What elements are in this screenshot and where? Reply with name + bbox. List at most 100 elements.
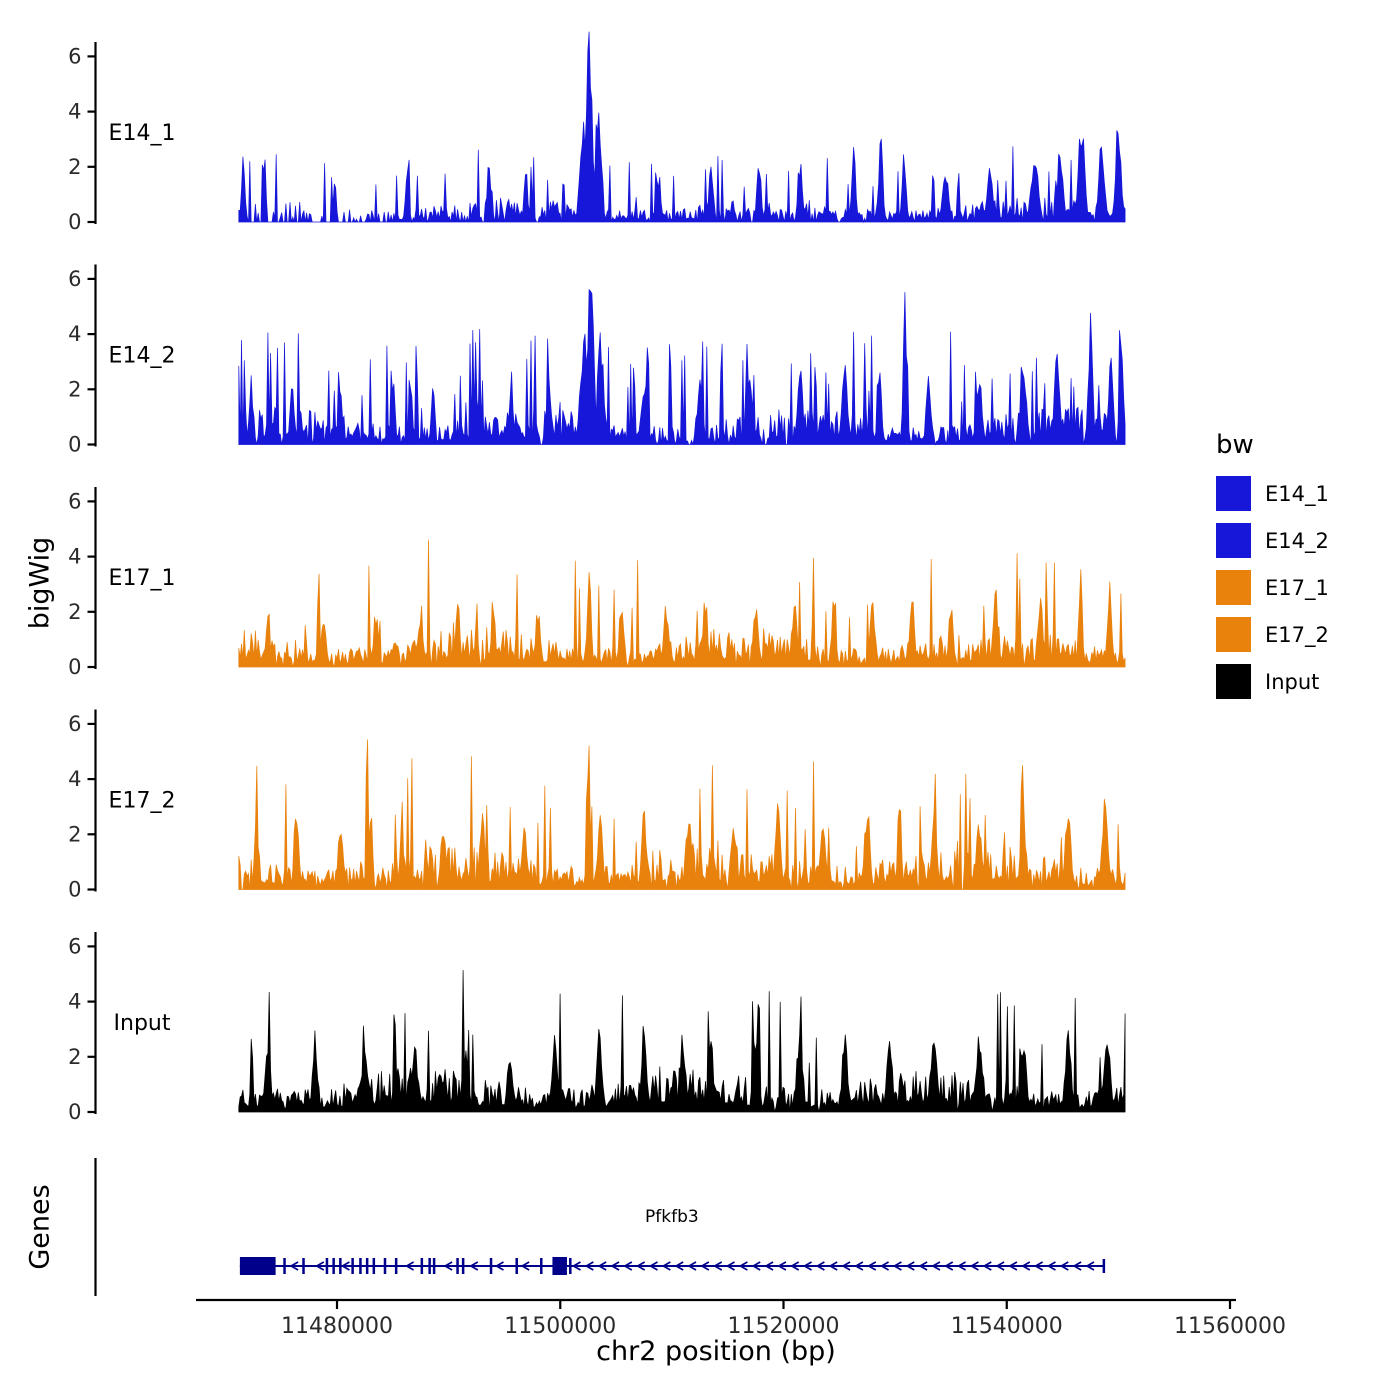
strand-arrow	[956, 1261, 967, 1271]
strand-arrow	[289, 1261, 299, 1271]
strand-arrow	[674, 1261, 684, 1271]
strand-arrow	[777, 1261, 787, 1271]
y-tick-label: 2	[68, 822, 81, 846]
coverage-area-Input	[238, 970, 1126, 1113]
strand-arrow	[944, 1261, 954, 1271]
strand-arrow	[995, 1261, 1005, 1271]
strand-arrow	[828, 1261, 838, 1271]
y-tick-label: 6	[68, 934, 81, 958]
strand-arrow	[841, 1261, 851, 1271]
y-tick-label: 2	[68, 600, 81, 624]
strand-arrow	[597, 1261, 607, 1271]
y-tick-label: 4	[68, 990, 81, 1014]
gene-exon-tick	[394, 1258, 398, 1274]
strand-arrow	[815, 1261, 825, 1271]
strand-arrow	[892, 1261, 902, 1271]
strand-arrow	[1008, 1261, 1018, 1271]
gene-exon-block	[239, 1257, 276, 1275]
y-tick-label: 6	[68, 44, 81, 68]
legend-key-E17_2	[1216, 617, 1251, 652]
legend-item-E17_2: E17_2	[1216, 617, 1329, 652]
strand-arrow	[648, 1261, 658, 1271]
legend-item-Input: Input	[1216, 664, 1329, 699]
legend-entry-label: Input	[1265, 669, 1320, 694]
strand-arrow	[982, 1261, 992, 1271]
y-axis-title: bigWig	[24, 536, 56, 630]
y-tick-label: 6	[68, 267, 81, 291]
legend-entry-label: E17_2	[1265, 622, 1329, 647]
y-tick-label: 6	[68, 489, 81, 513]
y-tick-label: 2	[68, 1045, 81, 1069]
strand-arrow	[635, 1261, 646, 1271]
x-tick-label: 11540000	[951, 1314, 1063, 1339]
facet-label-E17_1: E17_1	[109, 566, 176, 591]
y-tick-label: 4	[68, 100, 81, 124]
y-tick-label: 0	[68, 1100, 81, 1124]
coverage-area-E17_2	[238, 739, 1126, 890]
gene-exon-tick	[302, 1258, 305, 1274]
gene-exon-block	[552, 1257, 567, 1275]
strand-arrow	[469, 1261, 479, 1271]
facet-label-E14_2: E14_2	[109, 344, 176, 369]
gene-exon-tick	[515, 1258, 518, 1274]
gene-exon-tick	[325, 1258, 329, 1274]
gene-exon-tick	[339, 1258, 342, 1274]
facet-label-E17_2: E17_2	[109, 789, 176, 814]
y-tick-label: 0	[68, 655, 81, 679]
y-tick-label: 0	[68, 433, 81, 457]
gene-exon-tick	[365, 1258, 369, 1274]
x-tick-label: 11560000	[1174, 1314, 1286, 1339]
strand-arrow	[1085, 1261, 1095, 1271]
legend-key-E17_1	[1216, 570, 1251, 605]
legend-entry-label: E14_1	[1265, 481, 1329, 506]
strand-arrow	[931, 1261, 941, 1271]
coverage-area-E17_1	[238, 539, 1126, 668]
strand-arrow	[1059, 1261, 1069, 1271]
gene-name-label: Pfkfb3	[645, 1207, 699, 1227]
legend-items: E14_1 E14_2 E17_1 E17_2 Input	[1216, 476, 1329, 699]
gene-exon-tick	[540, 1258, 543, 1274]
strand-arrow	[610, 1261, 620, 1271]
gene-exon-tick	[489, 1258, 493, 1274]
strand-arrow	[494, 1261, 504, 1271]
gene-exon-tick	[432, 1258, 436, 1274]
gene-exon-tick	[569, 1258, 572, 1274]
gene-exon-tick	[351, 1258, 354, 1274]
strand-arrow	[969, 1261, 979, 1271]
coverage-area-E14_2	[238, 288, 1126, 446]
strand-arrow	[790, 1261, 800, 1271]
strand-arrow	[700, 1261, 710, 1271]
strand-arrow	[340, 1261, 350, 1271]
strand-arrow	[879, 1261, 890, 1271]
gene-end-tick	[1102, 1259, 1106, 1273]
strand-arrow	[520, 1261, 530, 1271]
strand-arrow	[1072, 1261, 1082, 1271]
strand-arrow	[1033, 1261, 1044, 1271]
y-tick-label: 6	[68, 712, 81, 736]
y-tick-label: 0	[68, 878, 81, 902]
strand-arrow	[867, 1261, 877, 1271]
strand-arrow	[623, 1261, 633, 1271]
genes-axis-title: Genes	[24, 1184, 56, 1270]
coverage-area-E14_1	[238, 31, 1126, 224]
gene-exon-tick	[372, 1258, 376, 1274]
strand-arrow	[661, 1261, 671, 1271]
legend-key-E14_2	[1216, 523, 1251, 558]
gene-exon-tick	[283, 1258, 286, 1274]
y-tick-label: 4	[68, 545, 81, 569]
strand-arrow	[687, 1261, 697, 1271]
gene-exon-tick	[461, 1258, 465, 1274]
legend: bw E14_1 E14_2 E17_1 E17_2 Input	[1216, 430, 1329, 711]
facet-label-Input: Input	[114, 1011, 171, 1036]
y-tick-label: 4	[68, 322, 81, 346]
y-tick-label: 2	[68, 155, 81, 179]
gene-exon-tick	[428, 1258, 431, 1274]
x-tick-label: 11500000	[504, 1314, 616, 1339]
legend-title: bw	[1216, 430, 1254, 460]
strand-arrow	[738, 1261, 748, 1271]
x-axis-title: chr2 position (bp)	[596, 1336, 836, 1367]
legend-item-E14_1: E14_1	[1216, 476, 1329, 511]
x-tick-label: 11520000	[728, 1314, 840, 1339]
